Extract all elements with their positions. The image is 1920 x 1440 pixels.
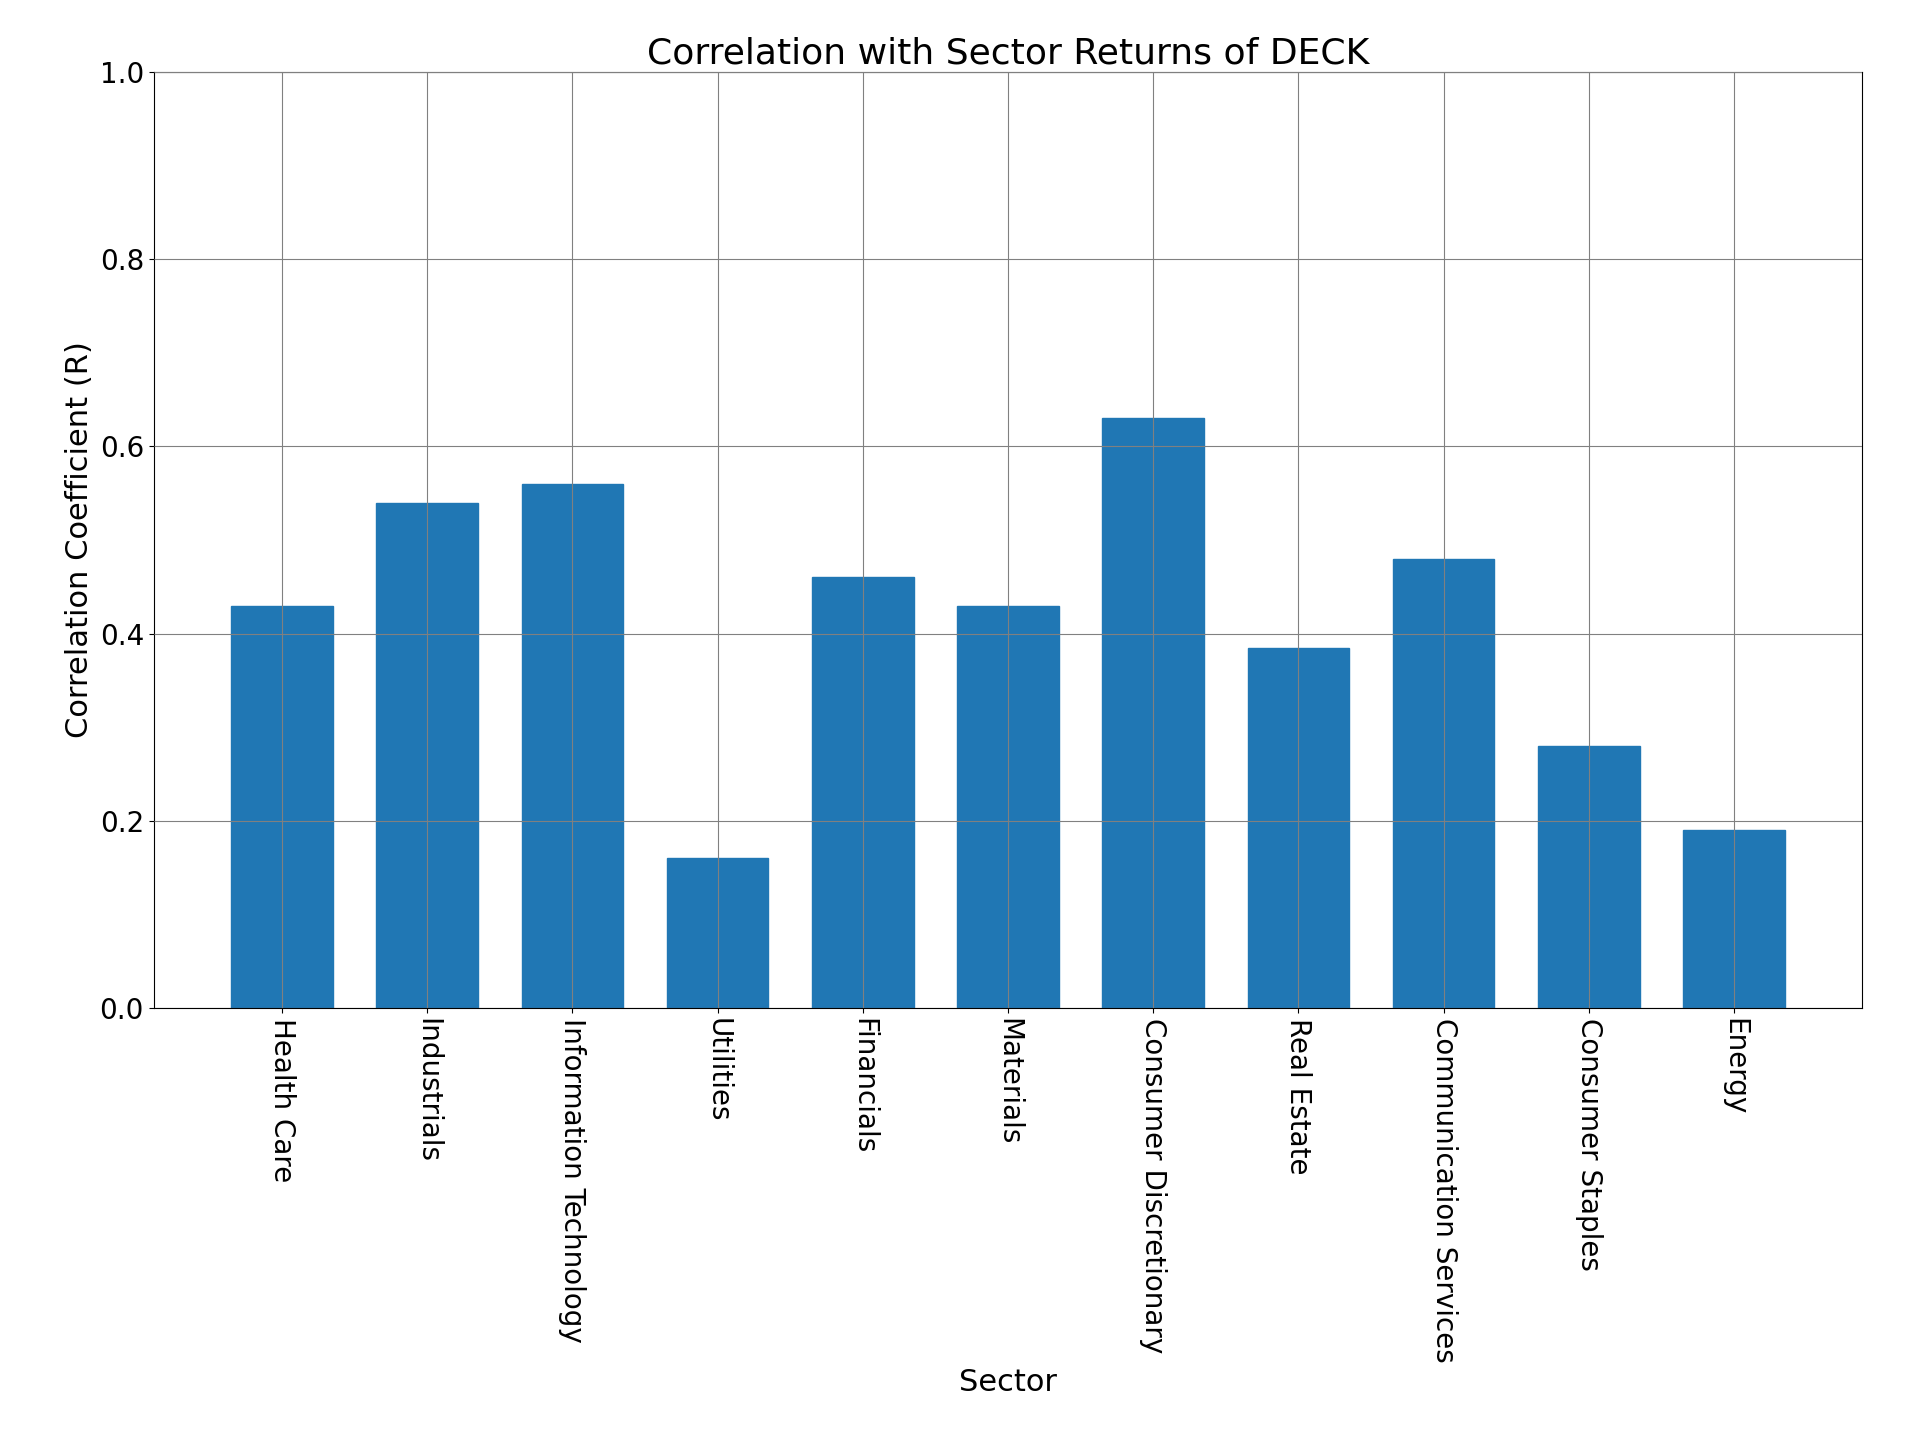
Bar xyxy=(230,605,332,1008)
Title: Correlation with Sector Returns of DECK: Correlation with Sector Returns of DECK xyxy=(647,36,1369,71)
Bar xyxy=(666,858,768,1008)
Bar xyxy=(1684,829,1786,1008)
Bar xyxy=(812,577,914,1008)
X-axis label: Sector: Sector xyxy=(958,1368,1058,1397)
Bar xyxy=(958,605,1058,1008)
Y-axis label: Correlation Coefficient (R): Correlation Coefficient (R) xyxy=(65,341,94,739)
Bar xyxy=(376,503,478,1008)
Bar xyxy=(1392,559,1494,1008)
Bar xyxy=(522,484,624,1008)
Bar xyxy=(1102,418,1204,1008)
Bar xyxy=(1538,746,1640,1008)
Bar xyxy=(1248,648,1350,1008)
